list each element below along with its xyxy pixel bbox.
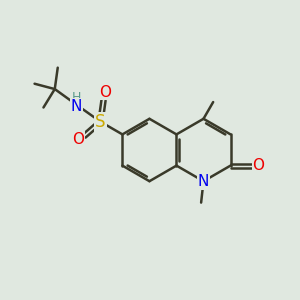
Text: O: O xyxy=(253,158,265,173)
Text: O: O xyxy=(72,132,84,147)
Text: S: S xyxy=(95,113,106,131)
Text: N: N xyxy=(70,99,82,114)
Text: N: N xyxy=(198,174,209,189)
Text: O: O xyxy=(99,85,111,100)
Text: H: H xyxy=(71,92,81,104)
